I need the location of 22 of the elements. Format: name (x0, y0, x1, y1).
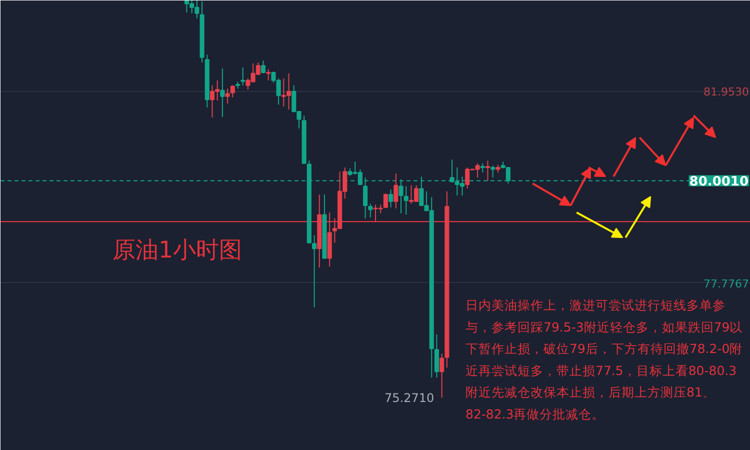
candlestick (225, 88, 230, 104)
candlestick (312, 234, 317, 308)
candlestick (394, 172, 398, 209)
candlestick (230, 84, 235, 98)
candlestick (383, 193, 388, 208)
candlestick (220, 68, 225, 118)
candlestick (260, 60, 266, 74)
annotation: 日内美油操作上，激进可尝试进行短线多单参与，参考回踩79.5-3附近轻仓多，如果跌回79以下暂作止损，破位79后，下方有待回撤78.2-0附近再尝试短多，带止损77.5，目标上看80-80.3附近先减仓改保本止损，后期上方测压81、82-82.3再做分批减仓。 (466, 298, 743, 422)
candlestick (485, 160, 490, 182)
candlestick (480, 162, 485, 174)
candlestick (266, 68, 271, 81)
y-tick-label: 77.7767 (703, 277, 749, 290)
candlestick (490, 165, 496, 178)
annotation: 75.2710 (384, 391, 434, 406)
candlestick (368, 203, 373, 218)
candlestick (434, 334, 440, 378)
y-tick-label: 81.9530 (703, 86, 749, 99)
candlestick (388, 188, 394, 208)
annotation: 原油1小时图 (112, 238, 242, 264)
ref-line-label: 80.0010 (689, 174, 749, 190)
candlestick (404, 186, 408, 216)
candlestick (440, 353, 444, 398)
